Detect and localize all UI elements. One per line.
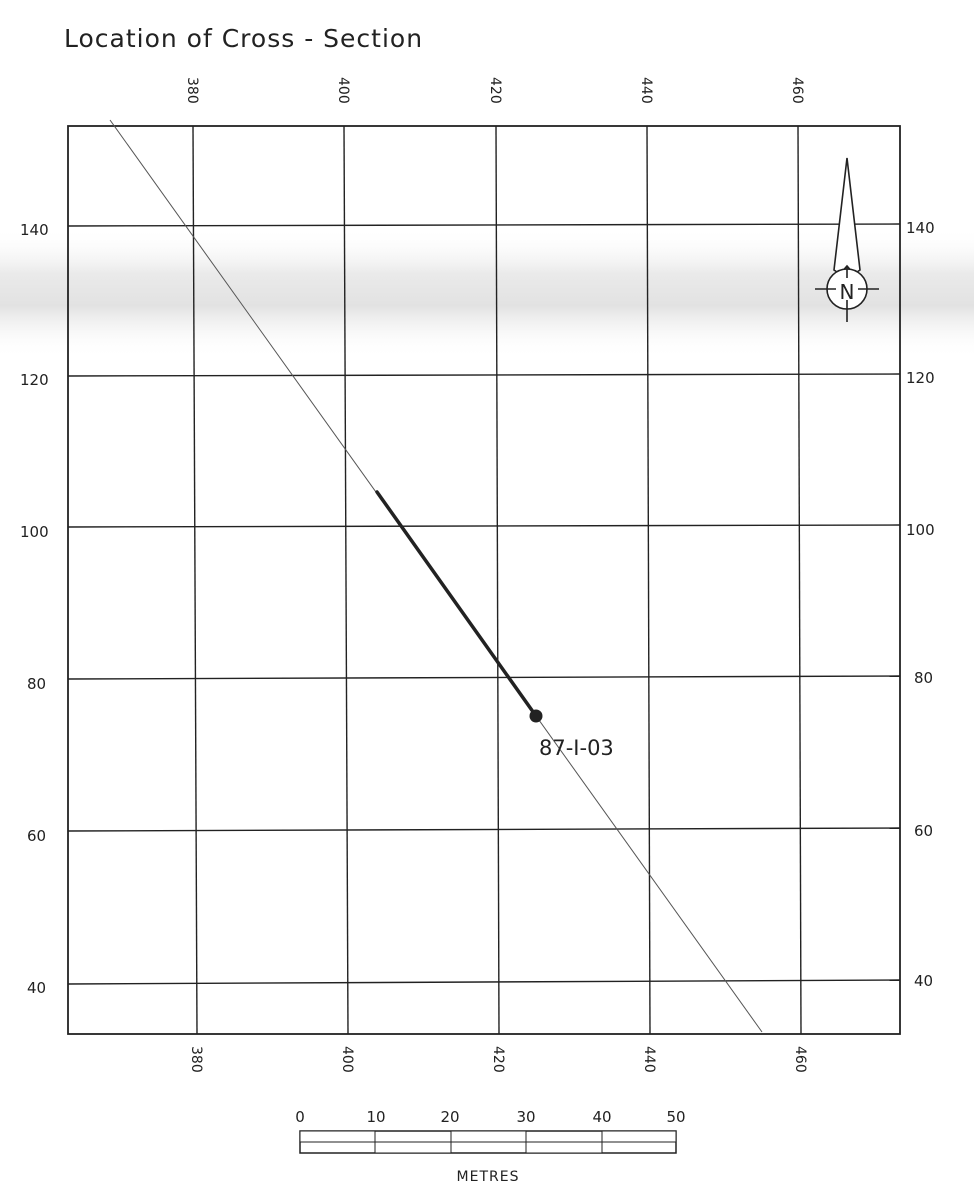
borehole-collar [529,709,543,723]
grid-line-y-120 [67,373,901,377]
right-tick-label-100: 100 [906,521,935,539]
north-arrow-icon: N [815,157,879,322]
scale-label-0: 0 [295,1108,305,1126]
scale-label-40: 40 [592,1108,611,1126]
grid-line-y-140 [67,223,901,227]
top-tick-label-400: 400 [335,77,351,104]
top-x-tick-labels: 380 400 420 440 460 [184,77,805,104]
bottom-tick-label-380: 380 [188,1046,204,1073]
top-tick-label-420: 420 [487,77,503,104]
top-tick-label-440: 440 [638,77,654,104]
grid-line-x-460 [797,125,802,1035]
grid-line-y-60 [67,827,901,832]
grid-line-x-420 [495,125,500,1035]
bottom-tick-label-440: 440 [641,1046,657,1073]
scale-label-50: 50 [666,1108,685,1126]
right-tick-label-60: 60 [914,822,933,840]
grid-vertical [192,125,802,1035]
bottom-tick-label-420: 420 [490,1046,506,1073]
grid-line-x-400 [343,125,349,1035]
north-arrow-letter: N [840,280,855,304]
scale-label-30: 30 [516,1108,535,1126]
left-tick-label-60: 60 [27,827,46,845]
scale-bar: 0 10 20 30 40 50 METRES [295,1108,685,1185]
fold-shading [0,228,974,358]
bottom-tick-label-460: 460 [792,1046,808,1073]
grid-line-y-80 [67,675,901,680]
page-title: Location of Cross - Section [64,24,424,53]
grid-horizontal [67,223,901,985]
left-tick-label-140: 140 [20,221,49,239]
borehole-trace [375,490,538,718]
right-tick-label-80: 80 [914,669,933,687]
bottom-tick-label-400: 400 [339,1046,355,1073]
top-tick-label-460: 460 [789,77,805,104]
left-y-tick-labels: 140 120 100 80 60 40 [20,221,49,997]
right-tick-label-140: 140 [906,219,935,237]
scale-unit: METRES [457,1169,520,1185]
left-tick-label-100: 100 [20,523,49,541]
top-tick-label-380: 380 [184,77,200,104]
grid-line-y-40 [67,979,901,985]
grid-line-y-100 [67,524,901,528]
right-tick-label-120: 120 [906,369,935,387]
grid-line-x-380 [192,125,198,1035]
scale-label-10: 10 [366,1108,385,1126]
borehole-label: 87-I-03 [539,736,614,760]
grid-line-x-440 [646,125,651,1035]
left-tick-label-80: 80 [27,675,46,693]
right-y-tick-labels: 140 120 100 80 60 40 [906,219,935,990]
right-tick-label-40: 40 [914,972,933,990]
scale-label-20: 20 [440,1108,459,1126]
map-frame [67,125,901,1035]
left-tick-label-120: 120 [20,371,49,389]
left-tick-label-40: 40 [27,979,46,997]
bottom-x-tick-labels: 380 400 420 440 460 [188,1046,808,1073]
